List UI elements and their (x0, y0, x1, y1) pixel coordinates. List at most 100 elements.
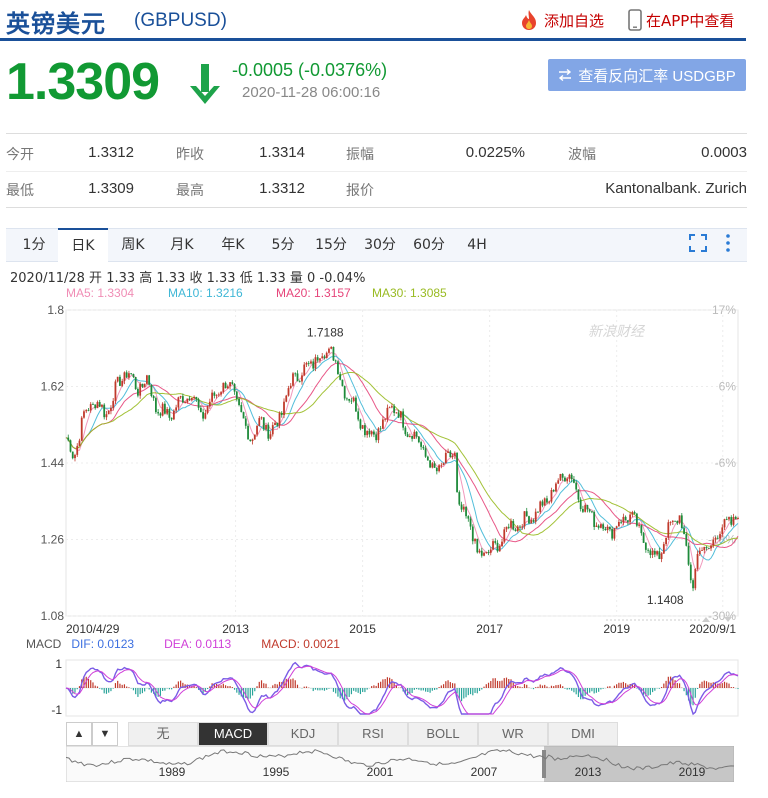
candle-body (642, 533, 645, 543)
tab-7[interactable]: 15分 (315, 237, 347, 253)
candle-body (395, 412, 398, 414)
candle-body (474, 538, 476, 542)
tab-6[interactable]: 5分 (271, 237, 295, 253)
zoom-out-icon[interactable] (724, 617, 732, 622)
y-tick-label: 1.44 (41, 456, 65, 470)
candle-body (600, 524, 602, 528)
tab-3[interactable]: 周K (121, 237, 145, 253)
candle-body (532, 520, 535, 522)
macd-chart[interactable]: 1 -1 (0, 654, 768, 720)
view-in-app-button[interactable]: 在APP中查看 (628, 9, 734, 31)
stats-panel: 今开 1.3312 昨收 1.3314 振幅 0.0225% 波幅 0.0003… (6, 133, 747, 208)
view-in-app-label: 在APP中查看 (646, 11, 735, 30)
tab-2[interactable]: 日K (58, 228, 108, 263)
candle-body (710, 545, 712, 549)
candle-body (330, 346, 333, 349)
navigator-year-label: 2019 (679, 765, 706, 779)
zoom-in-icon[interactable] (702, 617, 710, 622)
candle-body (339, 374, 342, 380)
indicator-tab-1[interactable]: 无 (128, 722, 198, 746)
tab-4[interactable]: 月K (170, 237, 194, 253)
candle-body (608, 526, 611, 530)
candle-body (76, 445, 79, 455)
candle-body (503, 529, 506, 542)
more-menu-icon[interactable] (724, 233, 732, 253)
indicator-tab-5[interactable]: BOLL (408, 722, 478, 746)
candle-body (206, 406, 209, 414)
candle-body (440, 464, 443, 466)
candle-body (134, 377, 137, 390)
candle-body (112, 400, 115, 409)
candle-body (276, 422, 279, 426)
candle-body (238, 398, 240, 405)
indicator-tab-7[interactable]: DMI (548, 722, 618, 746)
candle-body (732, 516, 735, 525)
candle-body (458, 492, 461, 505)
tab-5[interactable]: 年K (221, 237, 245, 253)
stat-label: 最高 (176, 183, 204, 199)
candle-body (359, 419, 362, 429)
y-tick-label: 1.08 (41, 609, 65, 623)
candle-body (247, 425, 249, 440)
candle-body (525, 511, 528, 517)
candle-body (552, 490, 555, 492)
candle-body (602, 524, 605, 529)
add-favorite-button[interactable]: 添加自选 (518, 9, 604, 31)
candle-body (694, 568, 697, 589)
candle-body (530, 520, 533, 524)
navigator-selection[interactable] (544, 746, 734, 782)
candle-body (166, 409, 169, 414)
tab-8[interactable]: 30分 (364, 237, 396, 253)
candle-body (404, 427, 407, 435)
stat-label: 昨收 (176, 147, 204, 163)
candle-body (235, 391, 238, 399)
candle-body (624, 516, 627, 521)
candle-body (667, 522, 670, 538)
candle-body (244, 418, 247, 426)
candle-body (366, 430, 369, 436)
candle-body (579, 499, 582, 510)
fullscreen-icon[interactable] (689, 234, 707, 252)
candle-body (319, 358, 321, 361)
price-chart[interactable]: 1.8 17% 1.62 6% 1.44 -6% 1.26 -18% 1.08 -30% 2010/… (0, 300, 768, 640)
candle-body (685, 534, 688, 546)
candle-body (240, 404, 243, 413)
reverse-rate-button[interactable]: 查看反向汇率 USDGBP (548, 59, 746, 91)
scroll-up-button[interactable]: ▲ (66, 722, 92, 746)
macd-title: MACD (26, 637, 62, 651)
candle-body (204, 413, 207, 419)
candle-body (555, 483, 557, 492)
indicator-tab-6[interactable]: WR (478, 722, 548, 746)
indicator-tab-4[interactable]: RSI (338, 722, 408, 746)
quote-timestamp: 2020-11-28 06:00:16 (242, 84, 381, 101)
candle-body (346, 398, 348, 400)
candle-body (698, 550, 701, 555)
add-favorite-label: 添加自选 (544, 11, 605, 30)
navigator-handle[interactable] (542, 750, 546, 778)
tab-10[interactable]: 4H (467, 237, 487, 253)
candle-body (150, 384, 153, 397)
tab-1[interactable]: 1分 (22, 237, 46, 253)
candle-body (413, 431, 416, 439)
candle-body (633, 512, 636, 514)
candle-body (107, 410, 110, 415)
candle-body (262, 417, 265, 430)
candle-body (67, 437, 70, 441)
candle-body (476, 538, 479, 553)
indicator-tab-3[interactable]: KDJ (268, 722, 338, 746)
range-navigator[interactable]: 1989 1995 2001 2007 2013 2019 (66, 746, 734, 782)
min-price-label: 1.1408 (647, 593, 684, 607)
candle-body (521, 526, 524, 528)
x-tick-label: 2010/4/29 (66, 622, 120, 636)
indicator-tab-2[interactable]: MACD (198, 722, 268, 746)
candle-body (159, 413, 162, 416)
tab-9[interactable]: 60分 (413, 237, 445, 253)
candle-body (406, 434, 409, 437)
scroll-down-button[interactable]: ▼ (92, 722, 118, 746)
candle-body (653, 550, 656, 555)
candle-body (429, 460, 431, 468)
candle-body (424, 448, 427, 457)
candle-body (87, 409, 90, 411)
candle-body (161, 403, 164, 416)
candle-body (586, 505, 589, 510)
